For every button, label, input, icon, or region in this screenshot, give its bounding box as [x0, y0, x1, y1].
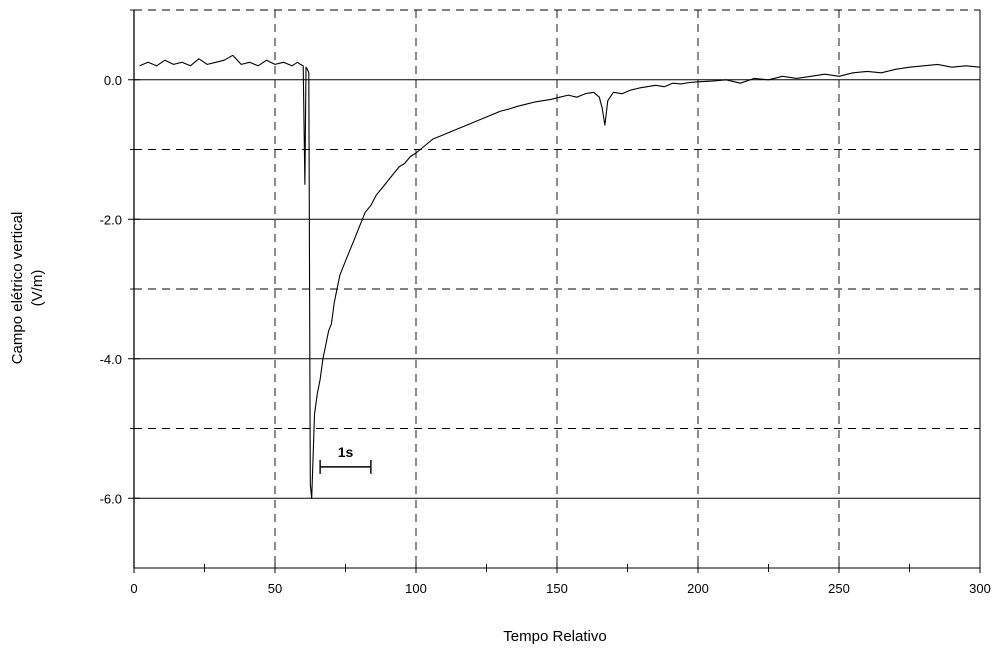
y-tick-label: -2.0: [100, 212, 122, 227]
series-layer: [139, 54, 981, 499]
y-axis-title-line1: Campo elétrico vertical: [9, 212, 26, 365]
axes: 0 50 100 150 200 250 300 0.0 -2.0 -4.0 -6.0: [100, 9, 991, 596]
x-tick-label: 200: [687, 581, 709, 596]
y-tick-label: -6.0: [100, 491, 122, 506]
y-tick-label: 0.0: [104, 73, 122, 88]
labels-layer: Tempo Relativo Campo elétrico vertical (…: [9, 212, 607, 645]
x-tick-label: 250: [828, 581, 850, 596]
x-tick-label: 50: [268, 581, 282, 596]
y-axis-title-line2: (V/m): [29, 270, 46, 307]
x-tick-label: 100: [405, 581, 427, 596]
y-tick-label: -4.0: [100, 352, 122, 367]
x-tick-label: 150: [546, 581, 568, 596]
x-axis-title: Tempo Relativo: [503, 628, 606, 645]
x-tick-label: 300: [969, 581, 991, 596]
annotation-layer: 1s: [319, 444, 372, 474]
x-tick-label: 0: [130, 581, 137, 596]
scale-bar-label: 1s: [338, 444, 354, 460]
grid: [134, 9, 980, 569]
data-series-line: [139, 54, 981, 499]
